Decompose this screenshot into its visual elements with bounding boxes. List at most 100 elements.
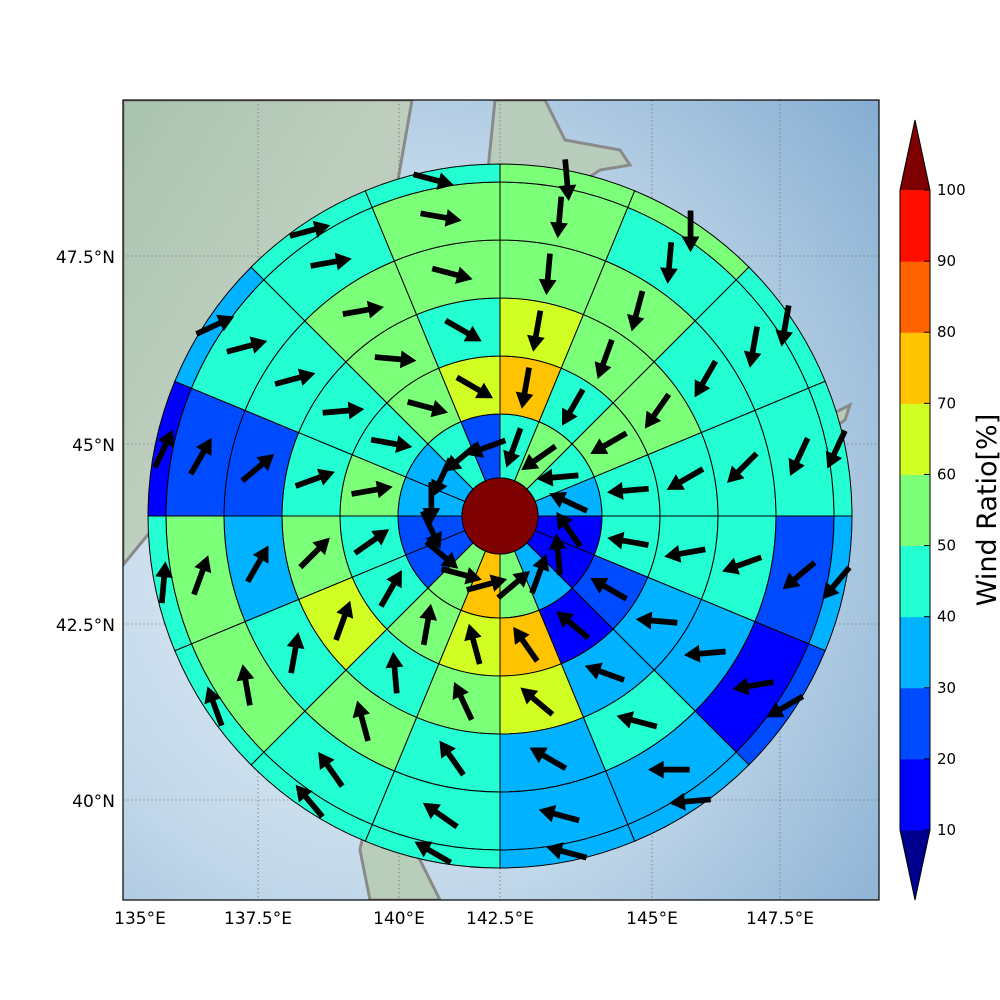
wind-arrow [775,305,793,347]
wind-arrow [286,632,305,674]
wind-arrow [527,310,545,352]
wind-arrow [529,553,550,595]
wind-arrow [444,318,482,342]
y-tick-label: 47.5°N [56,248,115,268]
wind-arrow [558,159,577,202]
wind-arrow [245,545,269,584]
wind-arrow [420,510,442,550]
wind-arrow [549,491,589,514]
wind-arrow [155,561,173,604]
wind-arrow [424,539,459,569]
colorbar-segment [900,403,930,475]
y-axis-ticks: 47.5°N 45°N 42.5°N 40°N [56,248,115,812]
colorbar-extend-low [900,830,930,900]
x-axis-ticks: 135°E 137.5°E 140°E 142.5°E 145°E 147.5°E [114,909,814,929]
wind-arrow [333,600,354,642]
wind-arrow [289,220,331,239]
wind-arrow [590,578,628,602]
wind-arrow [590,430,628,454]
wind-arrow [584,662,626,683]
ratio-cell [364,163,501,209]
wind-arrow [669,792,711,811]
wind-arrow [727,451,759,484]
wind-arrow [521,443,558,471]
wind-arrow [536,468,579,487]
colorbar-segment [900,190,930,262]
wind-arrow [378,570,402,608]
wind-arrow [503,427,524,468]
wind-arrow [782,560,817,590]
center-value-disc [461,477,539,555]
y-tick-label: 42.5°N [56,616,115,636]
wind-arrow [627,290,646,332]
colorbar-tick-label: 90 [937,252,956,270]
wind-arrow [515,367,534,409]
wind-arrow [550,196,568,239]
colorbar-tick-label: 30 [937,679,956,697]
wind-arrow [295,784,325,819]
wind-arrow [152,429,175,469]
wind-arrow [226,336,268,355]
wind-arrow [455,374,494,399]
wind-arrow [191,555,212,596]
wind-arrow [529,747,568,771]
wind-arrow [594,338,615,380]
colorbar-segment [900,758,930,831]
wind-arrow [732,677,775,696]
wind-arrow [660,241,678,284]
wind-arrow [647,760,690,779]
x-tick-label: 142.5°E [466,909,534,929]
colorbar [899,119,931,901]
wind-arrow [548,533,567,576]
colorbar-tick-label: 60 [937,465,956,483]
wind-arrow [743,326,762,368]
wind-arrow [352,700,371,742]
wind-arrow [766,693,805,718]
wind-arrow [310,252,352,271]
wind-arrow [635,611,678,630]
colorbar-segment [900,332,930,404]
wind-arrow [556,512,583,548]
colorbar-tick-label: 80 [937,323,956,341]
wind-arrow [556,611,591,641]
wind-arrow [664,545,706,563]
colorbar-segment [900,687,930,760]
wind-arrow [825,429,848,469]
wind-arrow [419,603,438,646]
colorbar-extend-high [900,120,930,190]
wind-arrow [452,681,475,721]
wind-arrow [195,314,235,337]
wind-arrow [204,686,225,727]
wind-arrow [694,359,718,398]
wind-arrow [370,435,413,454]
wind-arrow [431,265,473,284]
x-tick-label: 147.5°E [746,909,814,929]
wind-arrow [466,437,507,458]
y-tick-label: 45°N [72,436,115,456]
wind-arrow [538,805,580,824]
map-frame [122,99,880,901]
colorbar-segment [900,616,930,689]
wind-arrow [644,392,672,429]
wind-arrow [420,209,462,227]
wind-arrow [546,842,588,861]
wind-arrow [188,437,212,476]
x-tick-label: 137.5°E [224,909,292,929]
wind-arrow [274,368,316,387]
wind-arrow [520,687,555,717]
wind-arrow [607,531,649,550]
wind-arrow [406,399,448,418]
x-tick-label: 135°E [114,909,166,929]
wind-arrow [236,664,255,706]
colorbar-tick-label: 20 [937,750,956,768]
wind-arrow [444,442,479,472]
wind-arrow [422,802,459,830]
wind-arrow [616,711,658,730]
wind-arrow [466,574,508,593]
wind-arrow [298,537,330,570]
wind-arrow [240,453,275,484]
x-tick-label: 140°E [373,909,425,929]
colorbar-tick-label: 70 [937,394,956,412]
colorbar-segment [900,545,930,618]
